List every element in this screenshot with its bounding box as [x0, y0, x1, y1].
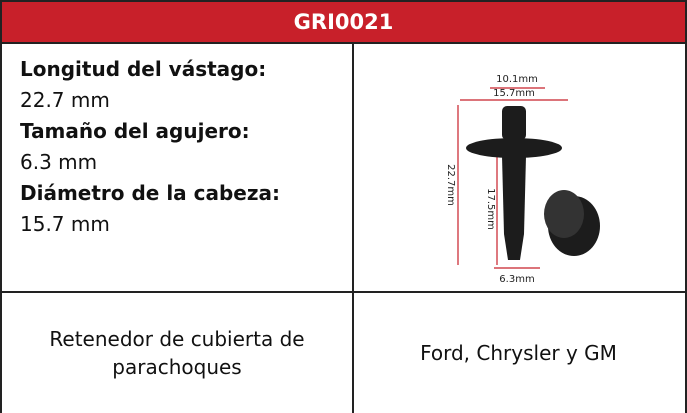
dimension-lines: [457, 87, 568, 269]
clip-drawing: [466, 106, 600, 260]
makes: Ford, Chrysler y GM: [352, 293, 687, 413]
image-cell: 10.1mm 15.7mm 22.7mm 17.5mm 6.3mm: [352, 44, 687, 293]
spec-label: Tamaño del agujero:: [20, 119, 250, 143]
dimension-label: 6.3mm: [499, 274, 534, 285]
spec-label: Diámetro de la cabeza:: [20, 181, 281, 205]
spec-value: 6.3 mm: [20, 150, 98, 174]
spec-value: 22.7 mm: [20, 88, 110, 112]
spec-label: Longitud del vástago:: [20, 57, 267, 81]
header-title: GRI0021: [0, 0, 687, 44]
description: Retenedor de cubierta de parachoques: [0, 293, 354, 413]
dimension-label: 22.7mm: [445, 164, 456, 206]
dimension-label: 17.5mm: [485, 188, 496, 230]
dimension-label: 10.1mm: [496, 74, 538, 85]
specs-cell: Longitud del vástago: 22.7 mm Tamaño del…: [0, 44, 354, 293]
dimension-label: 15.7mm: [493, 88, 535, 99]
spec-value: 15.7 mm: [20, 212, 110, 236]
product-image: 10.1mm 15.7mm 22.7mm 17.5mm 6.3mm: [445, 74, 600, 285]
